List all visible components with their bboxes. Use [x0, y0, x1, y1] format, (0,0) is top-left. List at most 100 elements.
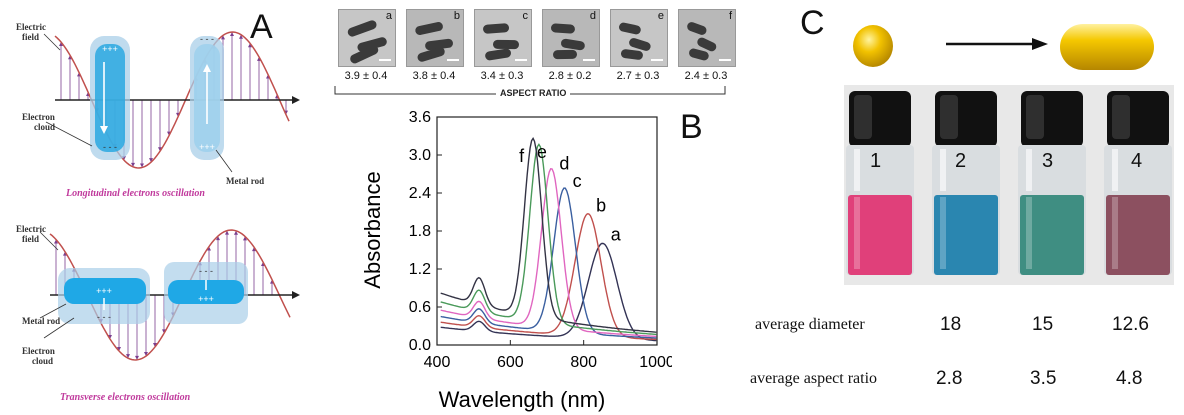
field-arrowhead	[221, 35, 225, 40]
electric-field-label-bottom: Electric field	[16, 224, 46, 244]
absorbance-curve-d	[440, 168, 657, 338]
tem-image: b	[406, 9, 464, 67]
y-tick-label: 2.4	[409, 185, 431, 202]
tem-image: c	[474, 9, 532, 67]
tem-image-letter: c	[522, 10, 529, 22]
vial-1	[846, 91, 914, 275]
tem-aspect-ratio-value: 3.4 ± 0.3	[480, 70, 524, 82]
field-arrowhead	[126, 354, 130, 359]
axis-arrowhead	[292, 96, 300, 104]
field-arrowhead	[54, 239, 58, 244]
diameter-value-2: 15	[1032, 314, 1054, 335]
svg-text:- - -: - - -	[200, 34, 214, 44]
series-label-e: e	[537, 142, 547, 162]
tem-image-letter: f	[728, 10, 732, 22]
axis-arrowhead	[292, 291, 300, 299]
electric-field-label-top: Electric field	[16, 22, 46, 42]
y-tick-label: 3.6	[409, 109, 431, 126]
metal-rod-left	[95, 44, 125, 152]
absorbance-curve-c	[440, 187, 657, 339]
metal-rod-left	[64, 278, 146, 304]
field-arrowhead	[225, 230, 229, 235]
field-arrowhead	[239, 34, 243, 39]
svg-text:+++: +++	[96, 286, 112, 296]
tem-image-letter: a	[385, 10, 392, 22]
series-label-c: c	[573, 171, 582, 191]
gold-sphere-icon	[853, 25, 893, 67]
vial-3	[1018, 91, 1086, 275]
field-arrowhead	[59, 42, 63, 47]
x-axis-label: Wavelength (nm)	[439, 387, 606, 412]
field-arrowhead	[158, 147, 162, 152]
tem-image-letter: d	[589, 10, 596, 22]
field-arrowhead	[216, 236, 220, 241]
panel-a-letter: A	[250, 8, 273, 46]
series-label-a: a	[611, 224, 622, 244]
longitudinal-oscillation-diagram: +++ - - - - - - +++	[43, 31, 300, 173]
transverse-oscillation-diagram: +++ - - - - - - +++	[39, 229, 300, 361]
field-arrowhead	[243, 236, 247, 241]
metal-rod-label-top: Metal rod	[226, 176, 265, 186]
electron-cloud-label-bottom: Electron cloud	[22, 346, 55, 366]
field-arrowhead	[149, 158, 153, 163]
svg-text:+++: +++	[102, 44, 118, 54]
field-arrowhead	[230, 32, 234, 37]
svg-text:- - -: - - -	[103, 142, 117, 152]
vial-liquid	[848, 195, 912, 275]
aspect-ratio-label: ASPECT RATIO	[496, 88, 571, 98]
gold-rod-icon	[1060, 24, 1154, 70]
vial-4	[1104, 91, 1172, 275]
tem-image-letter: b	[453, 10, 460, 22]
absorbance-curve-e	[440, 143, 657, 336]
y-tick-label: 0.0	[409, 337, 431, 354]
x-tick-label: 1000	[639, 354, 672, 371]
field-arrowhead	[248, 43, 252, 48]
sphere-to-rod-illustration	[853, 24, 1154, 70]
vial-number-3: 3	[1042, 150, 1054, 172]
tem-aspect-ratio-value: 2.7 ± 0.3	[616, 70, 660, 82]
svg-text:- - -: - - -	[199, 266, 213, 276]
field-arrowhead	[131, 162, 135, 167]
absorbance-curve-b	[440, 213, 657, 341]
x-tick-label: 600	[497, 354, 524, 371]
transverse-caption: Transverse electrons oscillation	[60, 392, 191, 403]
panel-c-letter: C	[800, 4, 825, 42]
vial-liquid	[1106, 195, 1170, 275]
y-tick-label: 1.2	[409, 261, 431, 278]
absorbance-chart: 400 600 800 1000 0.0 0.6 1.2 1.8 2.4 3.0 3.6 abcde…	[360, 109, 672, 412]
field-arrowhead	[144, 352, 148, 357]
y-tick-label: 0.6	[409, 299, 431, 316]
average-diameter-label: average diameter	[755, 316, 865, 333]
absorbance-curve-f	[440, 136, 657, 333]
x-tick-label: 800	[570, 354, 597, 371]
tem-image-letter: e	[657, 10, 664, 22]
tem-aspect-ratio-value: 2.4 ± 0.3	[684, 70, 728, 82]
field-arrowhead	[252, 247, 256, 252]
aspect-value-2: 3.5	[1030, 368, 1057, 389]
tem-image: a	[338, 9, 396, 67]
vial-number-1: 1	[870, 150, 882, 172]
svg-text:+++: +++	[199, 142, 215, 152]
vial-liquid	[1020, 195, 1084, 275]
field-arrowhead	[140, 163, 144, 168]
vial-number-2: 2	[955, 150, 967, 172]
series-label-f: f	[519, 146, 525, 166]
field-arrowhead	[207, 246, 211, 251]
tem-aspect-ratio-value: 3.8 ± 0.4	[412, 70, 456, 82]
series-label-b: b	[596, 195, 606, 215]
field-arrowhead	[153, 342, 157, 347]
vial-number-4: 4	[1131, 150, 1143, 172]
field-arrowhead	[117, 346, 121, 351]
series-label-d: d	[559, 153, 569, 173]
y-tick-label: 1.8	[409, 223, 431, 240]
vial-liquid	[934, 195, 998, 275]
tem-image: d	[542, 9, 600, 67]
tem-aspect-ratio-value: 2.8 ± 0.2	[548, 70, 592, 82]
vial-2	[932, 91, 1000, 275]
aspect-value-1: 2.8	[936, 368, 963, 389]
aspect-value-3: 4.8	[1116, 368, 1143, 389]
electron-cloud-label-top: Electron cloud	[22, 112, 56, 132]
longitudinal-caption: Longitudinal electrons oscillation	[66, 188, 205, 199]
svg-text:- - -: - - -	[97, 312, 111, 322]
diameter-value-3: 12.6	[1112, 314, 1149, 335]
